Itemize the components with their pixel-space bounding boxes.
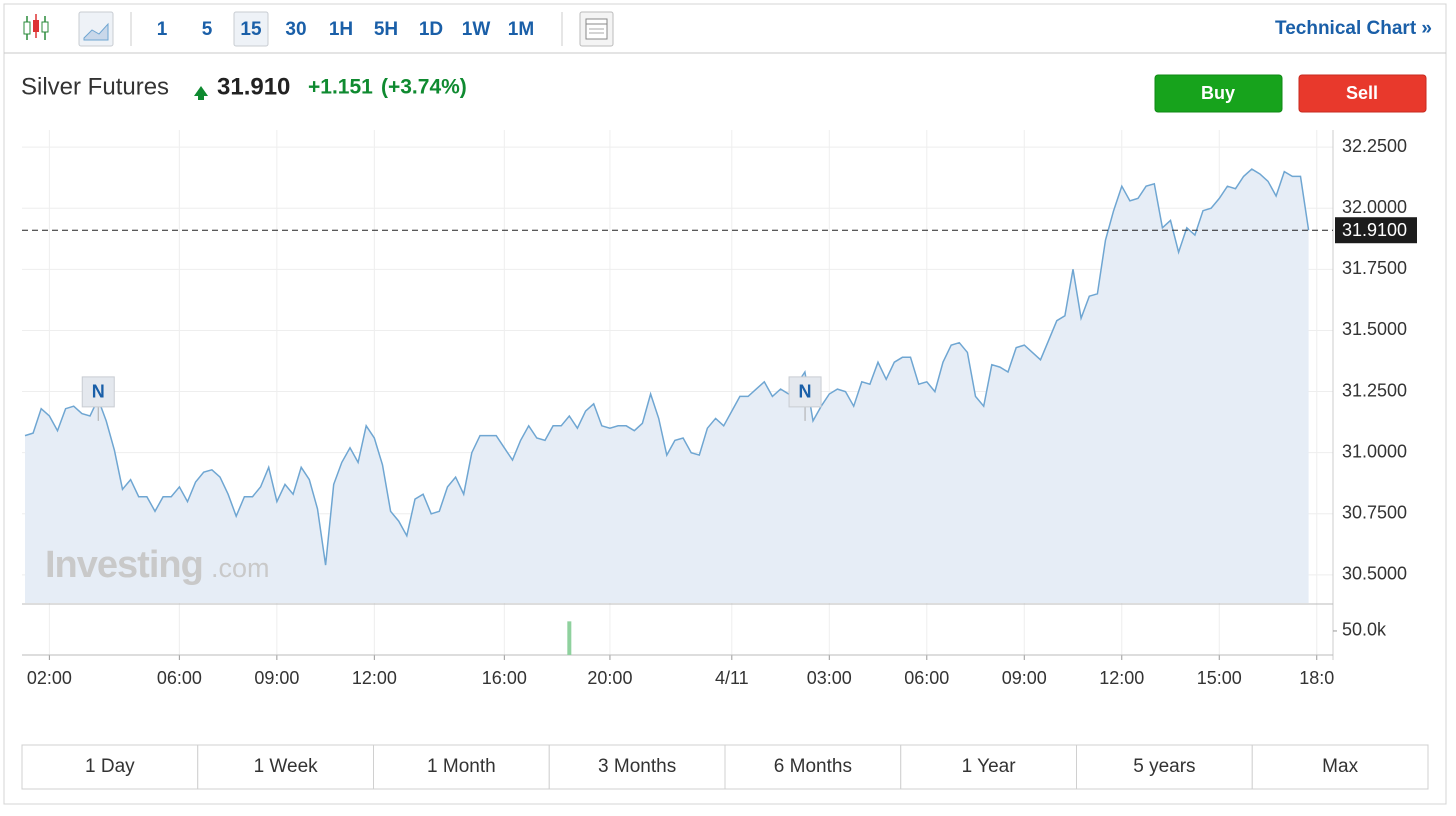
news-label[interactable]: N [799, 382, 812, 402]
news-marker[interactable] [788, 376, 822, 408]
technical-chart-link[interactable]: Technical Chart » [1275, 18, 1432, 39]
area-icon[interactable] [78, 11, 114, 47]
buy-button[interactable]: Buy [1154, 74, 1283, 113]
volume-bar [567, 621, 572, 655]
sell-button[interactable]: Sell [1298, 74, 1427, 113]
sell-label[interactable]: Sell [1346, 83, 1378, 103]
range-label[interactable]: 1 Week [254, 756, 319, 777]
y-tick-label: 32.2500 [1342, 136, 1407, 156]
x-tick-label: 18:0 [1299, 668, 1334, 688]
interval-button[interactable]: 1H [329, 19, 353, 40]
range-label[interactable]: 3 Months [598, 756, 676, 777]
y-tick-label: 30.5000 [1342, 564, 1407, 584]
change-percent: (+3.74%) [381, 76, 467, 99]
news-label[interactable]: N [92, 382, 105, 402]
range-selector: 1 Day 1 Week 1 Month 3 Months 6 Months 1 Year… [21, 744, 1429, 790]
change: +1.151 [308, 76, 373, 99]
layout-icon[interactable] [579, 11, 614, 47]
chart: 30.5000 30.7500 31.0000 31.2500 31.5000 31.75… [22, 130, 1417, 688]
interval-button[interactable]: 15 [240, 19, 262, 40]
news-marker[interactable] [81, 376, 115, 408]
range-label[interactable]: 5 years [1133, 756, 1195, 777]
x-tick-label: 16:00 [482, 668, 527, 688]
x-tick-label: 12:00 [1099, 668, 1144, 688]
range-button[interactable] [1251, 744, 1429, 790]
x-tick-label: 09:00 [1002, 668, 1047, 688]
x-tick-label: 06:00 [904, 668, 949, 688]
y-tick-label: 32.0000 [1342, 197, 1407, 217]
interval-active[interactable] [233, 11, 269, 47]
interval-button[interactable]: 1W [462, 19, 491, 40]
y-tick-label: 31.2500 [1342, 380, 1407, 400]
interval-button[interactable]: 1D [419, 19, 443, 40]
x-tick-label: 02:00 [27, 668, 72, 688]
watermark-suffix: .com [211, 553, 270, 583]
x-tick-label: 4/11 [715, 668, 749, 688]
buy-label[interactable]: Buy [1201, 83, 1235, 103]
range-label[interactable]: 6 Months [774, 756, 852, 777]
instrument-name: Silver Futures [21, 73, 169, 100]
y-tick-label: 31.5000 [1342, 319, 1407, 339]
y-tick-label: 30.7500 [1342, 503, 1407, 523]
price: 31.910 [217, 73, 290, 100]
x-tick-label: 12:00 [352, 668, 397, 688]
x-tick-label: 09:00 [254, 668, 299, 688]
watermark-brand: Investing [45, 544, 203, 586]
x-tick-label: 03:00 [807, 668, 852, 688]
x-tick-label: 15:00 [1197, 668, 1242, 688]
area [25, 169, 1309, 603]
y-tick-label: 31.7500 [1342, 258, 1407, 278]
interval-button[interactable]: 30 [285, 19, 306, 40]
range-label[interactable]: 1 Year [962, 756, 1017, 777]
last-price-box [1335, 217, 1417, 244]
interval-button[interactable]: 5 [202, 19, 213, 40]
volume-tick-label: 50.0k [1342, 620, 1387, 640]
interval-button[interactable]: 1M [508, 19, 534, 40]
range-label[interactable]: 1 Month [427, 756, 496, 777]
last-price-label: 31.9100 [1342, 220, 1407, 240]
x-tick-label: 06:00 [157, 668, 202, 688]
range-button[interactable] [373, 744, 550, 790]
up-arrow [194, 86, 208, 100]
range-button[interactable] [1076, 744, 1253, 790]
range-button[interactable] [724, 744, 902, 790]
interval-button[interactable]: 5H [374, 19, 398, 40]
x-tick-label: 20:00 [587, 668, 632, 688]
interval-button[interactable]: 1 [157, 19, 168, 40]
price-line [24, 168, 1310, 566]
range-label[interactable]: 1 Day [85, 756, 135, 777]
y-tick-label: 31.0000 [1342, 441, 1407, 461]
candle-icon[interactable] [23, 14, 49, 40]
interval-group: 1 5 15 30 1H 5H 1D 1W 1M [157, 11, 534, 47]
range-label[interactable]: Max [1322, 756, 1358, 777]
